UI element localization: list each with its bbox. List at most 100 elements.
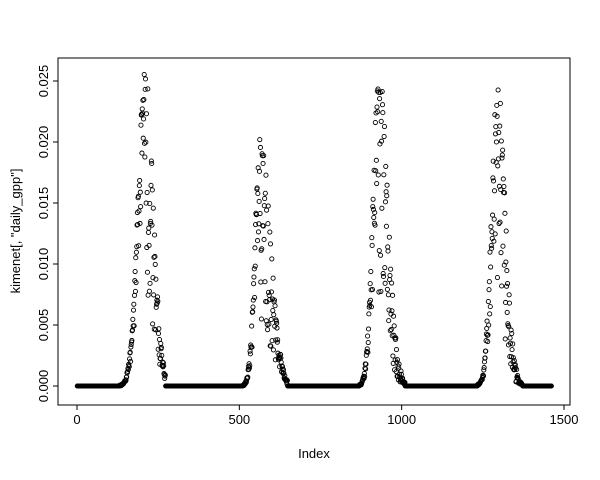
- data-point: [262, 196, 268, 202]
- data-point: [372, 210, 378, 216]
- data-point: [502, 336, 508, 342]
- data-point: [375, 109, 381, 115]
- data-point: [505, 321, 511, 327]
- data-point: [251, 281, 257, 287]
- data-point: [391, 323, 397, 329]
- data-point: [496, 130, 502, 136]
- data-point: [507, 335, 513, 341]
- data-point: [266, 321, 272, 327]
- data-point: [246, 365, 252, 371]
- data-point: [498, 250, 504, 256]
- data-point: [498, 187, 504, 193]
- data-point: [143, 200, 149, 206]
- data-point: [508, 327, 514, 333]
- data-point: [161, 363, 167, 369]
- data-point: [144, 190, 150, 196]
- data-point: [153, 276, 159, 282]
- data-point: [384, 286, 390, 292]
- data-point: [279, 364, 286, 370]
- data-point: [383, 223, 389, 229]
- data-point: [362, 374, 368, 380]
- data-point: [503, 259, 509, 265]
- data-point: [256, 198, 262, 204]
- data-point: [281, 370, 287, 376]
- data-point: [142, 86, 148, 92]
- data-point: [380, 110, 386, 116]
- data-point: [500, 147, 506, 153]
- data-point: [509, 330, 515, 337]
- data-point: [255, 190, 261, 197]
- data-point: [264, 207, 270, 213]
- data-point: [364, 346, 370, 352]
- data-point: [271, 312, 277, 318]
- data-point: [504, 309, 510, 315]
- data-point: [148, 182, 154, 188]
- data-point: [141, 116, 147, 122]
- data-point: [267, 229, 273, 235]
- data-point: [379, 102, 386, 108]
- data-point: [506, 292, 512, 298]
- data-point: [253, 222, 259, 228]
- data-point: [367, 297, 374, 303]
- data-point: [139, 150, 145, 156]
- data-point: [152, 261, 158, 267]
- data-point: [384, 193, 390, 199]
- data-point: [491, 188, 498, 194]
- data-point: [378, 138, 385, 144]
- data-point: [145, 86, 151, 92]
- data-point: [256, 221, 262, 227]
- data-point: [151, 292, 157, 298]
- data-point: [268, 317, 274, 323]
- data-point: [140, 135, 146, 141]
- data-point: [377, 96, 383, 102]
- data-point: [265, 221, 271, 227]
- data-point: [378, 288, 384, 294]
- data-point: [490, 212, 496, 218]
- data-point: [135, 193, 141, 199]
- data-point: [376, 248, 382, 254]
- data-point: [148, 158, 154, 164]
- data-point: [257, 137, 263, 143]
- data-point: [256, 168, 263, 174]
- data-point: [365, 349, 371, 355]
- data-point: [500, 243, 506, 249]
- data-point: [139, 111, 145, 117]
- data-point: [141, 140, 148, 146]
- data-point: [160, 360, 166, 366]
- data-point: [396, 361, 402, 367]
- data-point: [363, 361, 369, 367]
- data-point: [506, 324, 512, 330]
- data-point: [262, 279, 268, 285]
- data-point: [149, 222, 155, 228]
- data-point: [383, 189, 389, 195]
- data-point: [159, 352, 165, 358]
- data-point: [369, 235, 375, 241]
- data-point: [162, 375, 168, 381]
- data-point: [133, 255, 139, 261]
- data-point: [249, 323, 255, 329]
- data-point: [153, 327, 159, 333]
- data-point: [510, 341, 516, 347]
- data-point: [485, 298, 491, 305]
- y-tick-label: 0.010: [36, 248, 51, 281]
- data-point: [274, 325, 280, 331]
- data-point: [369, 242, 375, 248]
- data-point: [147, 280, 153, 286]
- data-point: [269, 338, 275, 344]
- data-point: [393, 335, 399, 341]
- data-point: [375, 172, 381, 178]
- data-point: [251, 266, 257, 272]
- data-point: [489, 245, 495, 251]
- data-point: [384, 182, 390, 188]
- data-point: [273, 318, 279, 324]
- data-point: [373, 168, 379, 174]
- data-point: [155, 330, 162, 337]
- y-axis-title: kimenet[, "daily_gpp"]: [8, 169, 23, 294]
- data-point: [158, 344, 164, 351]
- data-point: [380, 271, 386, 277]
- data-point: [127, 356, 133, 362]
- data-point: [133, 249, 139, 255]
- data-point: [490, 158, 496, 164]
- data-point: [261, 153, 267, 159]
- data-point: [272, 303, 278, 309]
